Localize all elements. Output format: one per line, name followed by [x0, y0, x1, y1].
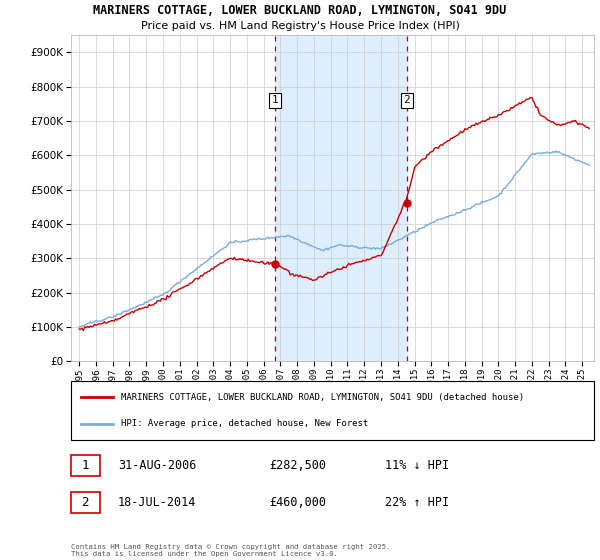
- Text: HPI: Average price, detached house, New Forest: HPI: Average price, detached house, New …: [121, 419, 368, 428]
- Bar: [275, 35, 407, 361]
- Text: £282,500: £282,500: [269, 459, 326, 472]
- Text: 31-AUG-2006: 31-AUG-2006: [118, 459, 196, 472]
- Text: Contains HM Land Registry data © Crown copyright and database right 2025.
This d: Contains HM Land Registry data © Crown c…: [71, 544, 390, 557]
- Bar: [71, 492, 100, 512]
- Bar: [71, 455, 100, 475]
- Text: 11% ↓ HPI: 11% ↓ HPI: [385, 459, 449, 472]
- Text: MARINERS COTTAGE, LOWER BUCKLAND ROAD, LYMINGTON, SO41 9DU: MARINERS COTTAGE, LOWER BUCKLAND ROAD, L…: [94, 4, 506, 17]
- Text: MARINERS COTTAGE, LOWER BUCKLAND ROAD, LYMINGTON, SO41 9DU (detached house): MARINERS COTTAGE, LOWER BUCKLAND ROAD, L…: [121, 393, 524, 402]
- Text: Price paid vs. HM Land Registry's House Price Index (HPI): Price paid vs. HM Land Registry's House …: [140, 21, 460, 31]
- Text: 18-JUL-2014: 18-JUL-2014: [118, 496, 196, 509]
- Text: 2: 2: [82, 496, 89, 509]
- Text: 22% ↑ HPI: 22% ↑ HPI: [385, 496, 449, 509]
- Text: 1: 1: [82, 459, 89, 472]
- Text: 2: 2: [403, 95, 410, 105]
- Text: 1: 1: [272, 95, 278, 105]
- Text: £460,000: £460,000: [269, 496, 326, 509]
